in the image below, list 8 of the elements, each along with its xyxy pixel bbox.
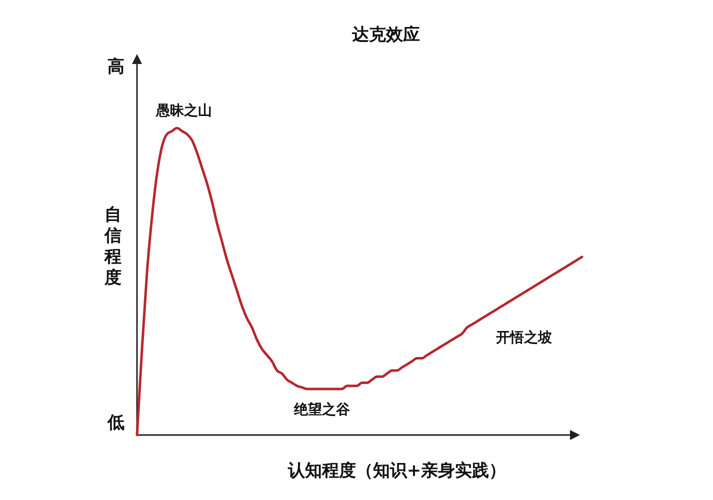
text: 愚昧之山 xyxy=(155,102,212,119)
y-axis-title: 自信程度 xyxy=(104,205,122,288)
x-axis-title: 认知程度（知识+亲身实践） xyxy=(286,461,506,481)
text: 高 xyxy=(108,57,124,77)
text: 低 xyxy=(106,413,124,433)
chart-title: 达克效应 xyxy=(351,25,420,45)
annotation: 绝望之谷 xyxy=(293,401,351,418)
annotation: 开悟之坡 xyxy=(495,329,553,346)
